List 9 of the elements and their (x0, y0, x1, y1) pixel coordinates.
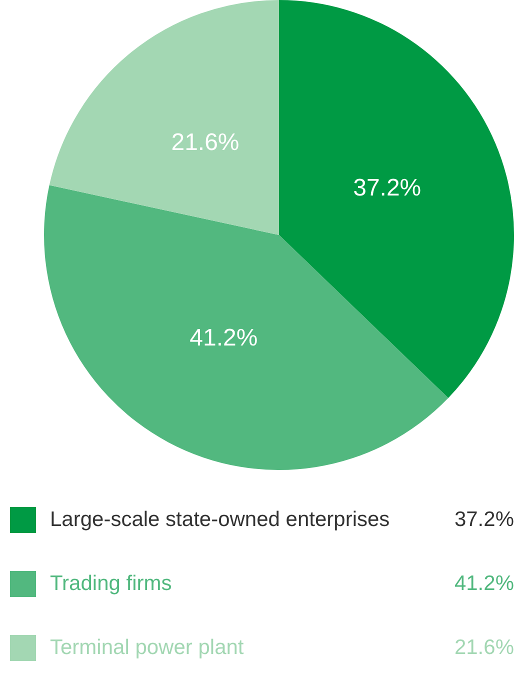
text: 21.6% (454, 636, 514, 659)
legend-label: Terminal power plant (50, 636, 245, 660)
data-label: 41.2% (190, 324, 258, 352)
legend-label: Large-scale state-owned enterprises (50, 508, 391, 532)
legend-label: Trading firms (50, 572, 173, 596)
data-label: 37.2% (353, 174, 422, 202)
text: 41.2% (454, 572, 514, 595)
text: 37.2% (454, 508, 514, 531)
data-label: 21.6% (171, 129, 240, 156)
